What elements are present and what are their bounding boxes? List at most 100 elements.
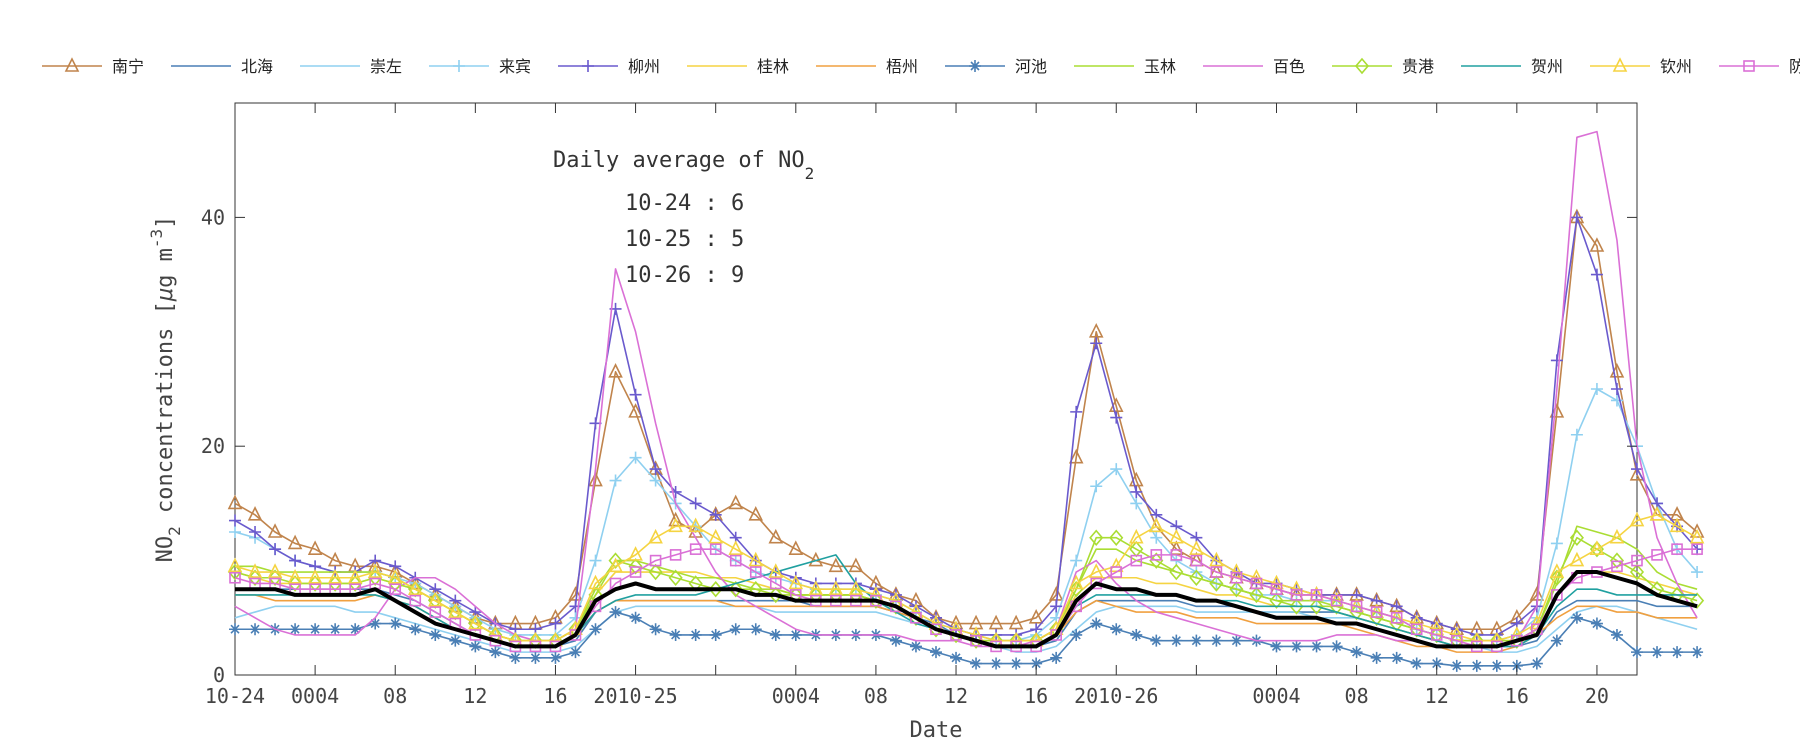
data-point <box>1390 651 1403 664</box>
legend-marker <box>582 60 594 72</box>
legend-label: 崇左 <box>370 57 402 76</box>
data-point <box>910 611 922 624</box>
x-tick-label: 08 <box>383 684 407 708</box>
data-point <box>1169 563 1184 581</box>
data-point <box>1028 609 1044 624</box>
data-point <box>1590 617 1603 630</box>
data-point <box>1069 580 1084 598</box>
series-4 <box>229 383 1704 647</box>
data-point <box>1410 657 1423 670</box>
data-point <box>789 628 802 641</box>
series-15 <box>235 570 1698 649</box>
data-point <box>509 651 522 664</box>
legend-marker <box>1612 57 1628 72</box>
data-point <box>1550 354 1563 367</box>
data-point <box>648 528 663 544</box>
data-point <box>1550 537 1563 550</box>
data-point <box>307 568 323 584</box>
data-point <box>1609 528 1625 544</box>
data-point <box>728 494 744 510</box>
series-line-10 <box>234 130 1698 648</box>
data-point <box>1330 640 1343 653</box>
data-point <box>1209 575 1224 592</box>
x-tick-label: 0004 <box>1252 684 1300 708</box>
legend-item-1: 南宁 <box>42 57 144 76</box>
data-point <box>247 506 263 521</box>
data-point <box>1309 598 1324 615</box>
data-point <box>1631 554 1643 567</box>
data-point <box>768 563 784 578</box>
data-point <box>1150 549 1163 561</box>
data-point <box>1250 577 1263 590</box>
x-tick-label: 12 <box>944 684 968 708</box>
series-line-15 <box>235 570 1698 649</box>
data-point <box>1651 549 1663 561</box>
x-tick-label: 0004 <box>291 684 339 708</box>
data-point <box>449 634 462 647</box>
data-point <box>1150 634 1163 647</box>
data-point <box>729 623 742 636</box>
x-tick-label: 2010-26 <box>1074 684 1158 708</box>
data-point <box>1390 611 1403 624</box>
legend-item-8: 河池 <box>945 57 1047 76</box>
data-point <box>1090 337 1103 350</box>
annotation-line-1: 10-24 : 6 <box>625 191 744 216</box>
data-point <box>1430 657 1443 670</box>
data-point <box>1190 554 1203 567</box>
legend-label: 南宁 <box>112 57 144 76</box>
annotation: Daily average of NO2 10-24 : 6 10-25 : 5… <box>553 148 814 288</box>
data-point <box>229 526 241 538</box>
data-point <box>348 575 363 592</box>
data-point <box>649 463 662 476</box>
data-point <box>247 569 263 586</box>
legend-label: 桂林 <box>757 57 789 76</box>
data-point <box>388 575 403 592</box>
data-point <box>328 575 343 592</box>
data-point <box>1410 623 1423 636</box>
data-point <box>629 451 642 464</box>
data-point <box>1310 640 1323 653</box>
data-point <box>669 549 682 561</box>
data-point <box>529 651 542 664</box>
data-point <box>1070 628 1083 641</box>
data-point <box>1669 517 1685 533</box>
legend-label: 百色 <box>1273 57 1305 76</box>
series-11 <box>227 529 1705 649</box>
data-point <box>729 554 742 567</box>
data-point <box>990 657 1003 670</box>
series-line-13 <box>234 514 1698 642</box>
data-point <box>407 580 423 596</box>
data-point <box>1570 611 1583 624</box>
series-8 <box>229 606 1704 672</box>
data-point <box>1088 323 1104 338</box>
data-point <box>1590 268 1603 281</box>
legend-label: 梧州 <box>886 57 918 76</box>
data-point <box>649 623 662 636</box>
legend-marker <box>969 60 981 72</box>
series-1 <box>227 208 1705 636</box>
legend-label: 贵港 <box>1402 57 1434 76</box>
data-point <box>828 580 844 596</box>
data-point <box>569 629 582 641</box>
data-point <box>1350 646 1363 659</box>
data-point <box>1110 566 1123 578</box>
data-point <box>1130 497 1143 510</box>
y-tick-label: 40 <box>201 205 225 229</box>
data-point <box>988 614 1004 630</box>
data-point <box>728 540 744 555</box>
data-point <box>1671 646 1684 659</box>
data-point <box>1209 551 1224 567</box>
data-point <box>1549 569 1564 586</box>
data-point <box>288 575 303 592</box>
y-axis-title: NO2 concentrations [μg m-3] <box>147 216 184 563</box>
x-tick-label: 08 <box>1345 684 1369 708</box>
data-point <box>1189 569 1204 586</box>
data-point <box>269 543 282 556</box>
data-point <box>728 580 743 598</box>
data-point <box>409 623 422 636</box>
data-point <box>769 577 782 590</box>
x-tick-label: 08 <box>864 684 888 708</box>
data-point <box>308 575 323 592</box>
series-line-1 <box>234 216 1698 631</box>
data-point <box>347 568 363 584</box>
